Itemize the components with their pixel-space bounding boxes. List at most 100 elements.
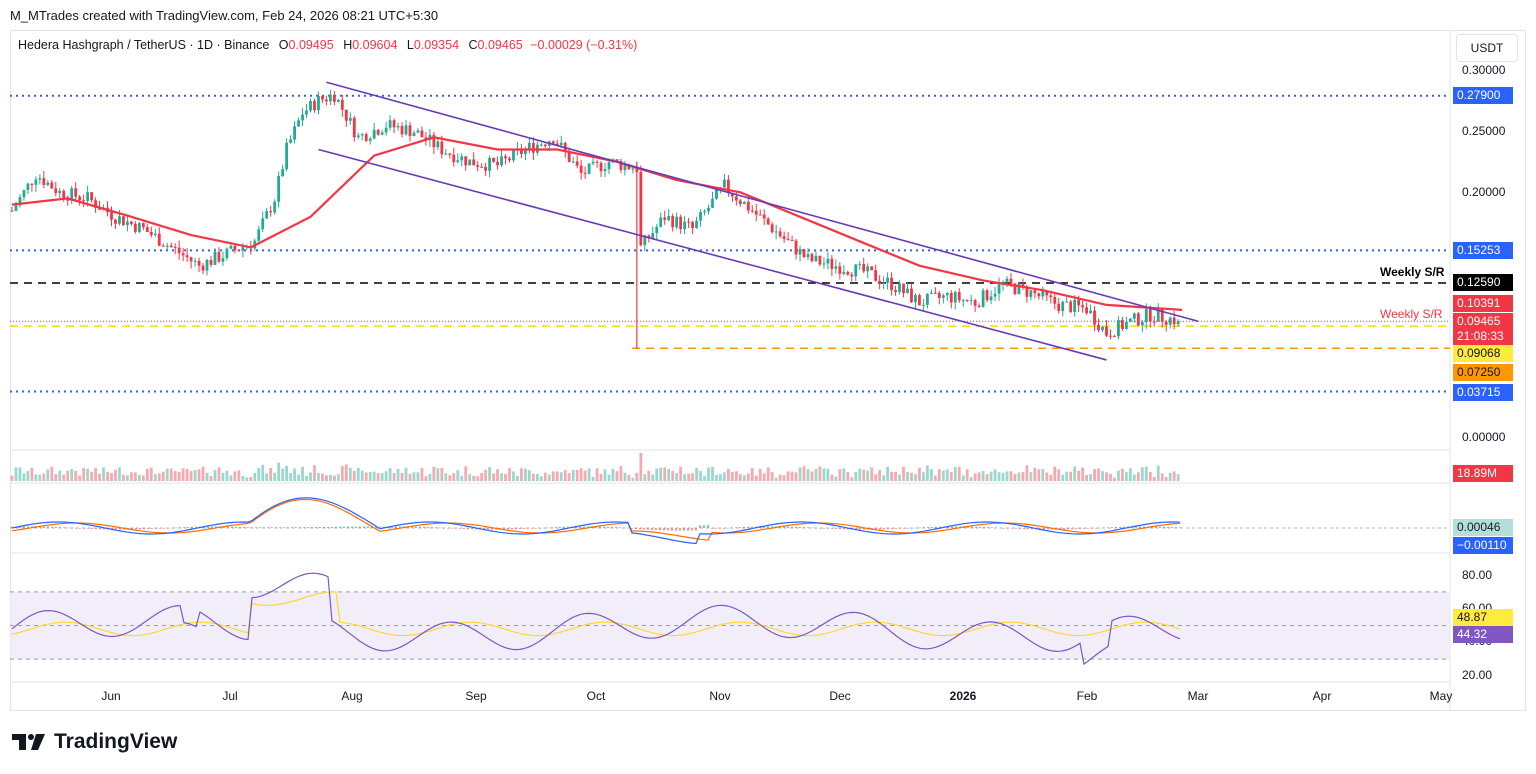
candle-body: [352, 117, 356, 138]
macd-hist-bar: [855, 528, 857, 530]
macd-hist-bar: [715, 528, 717, 529]
candle-body: [945, 292, 949, 296]
volume-bar: [221, 472, 225, 481]
volume-bar: [1109, 473, 1112, 481]
macd-hist-bar: [527, 528, 529, 529]
candle-body: [531, 142, 535, 153]
volume-bar: [1013, 474, 1017, 481]
volume-bar: [695, 467, 698, 481]
macd-hist-bar: [359, 526, 361, 528]
volume-bar: [770, 472, 774, 481]
close-value: 0.09465: [477, 38, 523, 52]
volume-bar: [719, 474, 722, 481]
volume-bar: [524, 468, 527, 481]
candle-body: [86, 192, 90, 201]
macd-hist-bar: [607, 526, 609, 528]
macd-hist-bar: [999, 527, 1001, 529]
weekly-sr-label-upper: Weekly S/R: [1380, 265, 1445, 279]
candle-body: [189, 257, 193, 262]
candle-body: [838, 266, 842, 274]
candle-body: [444, 153, 448, 155]
candle-body: [906, 288, 909, 294]
candle-body: [70, 188, 74, 201]
macd-hist-bar: [1015, 528, 1017, 529]
tradingview-logo[interactable]: TradingView: [12, 730, 177, 754]
volume-bar: [285, 466, 289, 481]
currency-unit-button[interactable]: USDT: [1456, 34, 1518, 62]
volume-bar: [177, 472, 181, 481]
volume-bar: [1057, 469, 1061, 481]
volume-bar: [1117, 470, 1120, 481]
candle-body: [1037, 293, 1041, 297]
candle-body: [492, 157, 495, 162]
candle-body: [699, 212, 702, 221]
candle-body: [368, 138, 372, 141]
volume-bar: [90, 471, 93, 481]
volume-bar: [563, 469, 567, 481]
volume-bar: [98, 473, 101, 481]
macd-hist-bar: [335, 526, 337, 528]
volume-bar: [762, 473, 766, 481]
macd-hist-bar: [19, 526, 21, 528]
volume-bar: [189, 471, 193, 481]
macd-hist-bar: [1107, 527, 1109, 528]
volume-bar: [631, 477, 635, 481]
macd-hist-bar: [183, 527, 185, 528]
macd-hist-bar: [595, 526, 597, 528]
candle-body: [376, 129, 380, 135]
candle-body: [894, 290, 897, 292]
macd-hist-bar: [75, 528, 77, 529]
macd-hist-bar: [1099, 527, 1101, 529]
candle-body: [332, 94, 336, 102]
volume-bar: [858, 468, 862, 481]
macd-hist-bar: [679, 528, 681, 531]
macd-hist-bar: [59, 527, 61, 528]
candle-body: [273, 201, 277, 213]
volume-bar: [918, 467, 921, 481]
tradingview-logo-icon: [12, 734, 45, 750]
macd-hist-bar: [339, 526, 341, 528]
volume-bar: [882, 475, 886, 481]
volume-bar: [404, 467, 408, 481]
macd-hist-bar: [631, 528, 633, 529]
price-tick: 0.30000: [1462, 63, 1506, 77]
volume-bar: [941, 470, 945, 481]
candle-body: [738, 200, 742, 205]
macd-line: [11, 497, 1181, 545]
candle-body: [814, 255, 818, 262]
volume-bar: [348, 467, 352, 481]
volume-bar: [957, 466, 961, 481]
macd-hist-bar: [155, 528, 157, 529]
macd-hist-bar: [1067, 528, 1069, 530]
candle-body: [683, 221, 687, 230]
volume-bar: [647, 470, 651, 481]
x-tick: Oct: [586, 689, 606, 703]
volume-bar: [937, 469, 941, 481]
macd-hist-bar: [503, 528, 505, 530]
volume-bar: [571, 469, 575, 481]
volume-bar: [472, 475, 476, 481]
macd-hist-bar: [803, 527, 805, 528]
volume-bar: [1081, 467, 1085, 481]
volume-bar: [1017, 472, 1021, 481]
macd-hist-bar: [1071, 528, 1073, 530]
macd-hist-bar: [423, 526, 425, 528]
macd-hist-bar: [143, 528, 145, 530]
macd-hist-bar: [415, 526, 417, 528]
macd-hist-bar: [471, 528, 473, 530]
volume-bar: [205, 472, 209, 481]
macd-hist-bar: [799, 527, 801, 528]
volume-bar: [774, 477, 778, 481]
volume-bar: [388, 468, 392, 481]
candle-body: [388, 120, 392, 128]
volume-bar: [750, 467, 754, 481]
channel-lower-line: [318, 148, 1107, 361]
volume-bar: [209, 476, 213, 481]
volume-bar: [336, 474, 340, 481]
candle-body: [750, 210, 754, 212]
volume-bar: [623, 472, 627, 481]
volume-bar: [520, 468, 523, 481]
macd-hist-bar: [1003, 527, 1005, 529]
macd-hist-bar: [131, 528, 133, 530]
